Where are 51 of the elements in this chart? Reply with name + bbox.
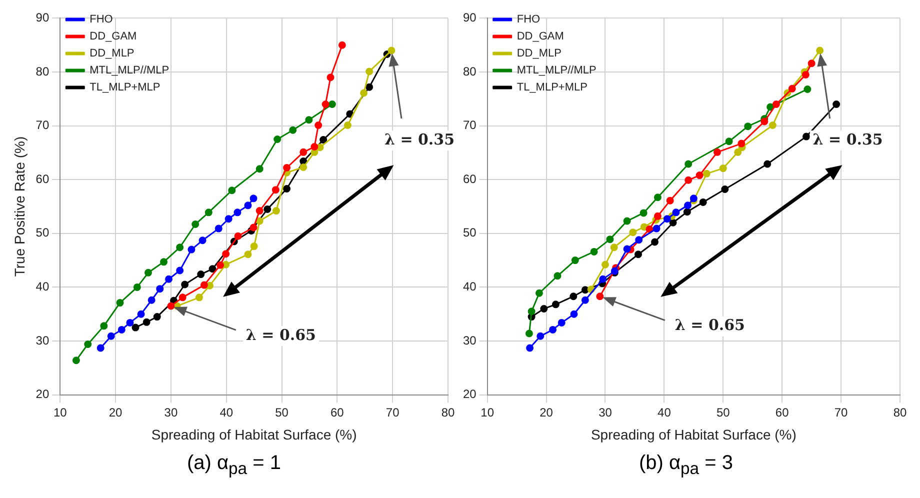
y-tick-label: 90 bbox=[36, 10, 50, 25]
x-tick-label: 80 bbox=[893, 405, 907, 420]
annotation: λ = 0.35 bbox=[812, 130, 883, 148]
legend-label: MTL_MLP//MLP bbox=[516, 64, 596, 77]
annotation: λ = 0.35 bbox=[384, 130, 455, 148]
y-tick-label: 90 bbox=[462, 10, 477, 25]
y-tick-label: 70 bbox=[462, 118, 477, 132]
x-tick-label: 30 bbox=[164, 405, 178, 420]
x-tick-label: 10 bbox=[480, 405, 494, 420]
legend-label: DD_GAM bbox=[90, 30, 137, 43]
x-axis-title: Spreading of Habitat Surface (%) bbox=[590, 426, 796, 442]
text: (a) α$_{pa}$ = 1 bbox=[186, 452, 282, 479]
x-tick-label: 20 bbox=[540, 405, 554, 420]
y-tick-label: 40 bbox=[36, 280, 50, 294]
legend-label: TL_MLP+MLP bbox=[90, 82, 160, 94]
y-tick-label: 40 bbox=[462, 280, 477, 294]
text: (b) α$_{pa}$ = 3 bbox=[638, 452, 734, 479]
legend-label: TL_MLP+MLP bbox=[516, 82, 588, 94]
y-tick-label: 20 bbox=[462, 387, 477, 402]
legend-label: FHO bbox=[516, 14, 541, 26]
y-tick-label: 30 bbox=[462, 333, 477, 348]
x-tick-label: 50 bbox=[716, 405, 730, 420]
x-tick-label: 40 bbox=[658, 405, 672, 420]
x-tick-label: 20 bbox=[108, 405, 123, 420]
x-tick-label: 50 bbox=[275, 405, 289, 420]
legend-label: DD_MLP bbox=[516, 48, 562, 60]
y-tick-label: 30 bbox=[36, 333, 50, 348]
annotation: λ = 0.65 bbox=[674, 316, 745, 334]
x-tick-label: 80 bbox=[441, 405, 455, 420]
y-tick-label: 50 bbox=[462, 226, 477, 240]
y-tick-label: 50 bbox=[36, 226, 50, 240]
y-axis-title: True Positive Rate (%) bbox=[11, 136, 28, 277]
y-tick-label: 80 bbox=[36, 64, 50, 78]
x-tick-label: 10 bbox=[53, 405, 68, 420]
x-tick-label: 40 bbox=[220, 405, 234, 420]
x-tick-label: 70 bbox=[834, 405, 848, 420]
x-tick-label: 30 bbox=[598, 405, 612, 420]
legend-label: DD_MLP bbox=[90, 48, 134, 60]
legend-label: FHO bbox=[90, 14, 114, 26]
x-axis-title: Spreading of Habitat Surface (%) bbox=[151, 426, 357, 442]
legend-label: DD_GAM bbox=[516, 30, 564, 43]
y-tick-label: 20 bbox=[36, 387, 50, 402]
y-tick-label: 60 bbox=[462, 172, 477, 186]
annotation: λ = 0.65 bbox=[246, 326, 316, 344]
y-tick-label: 80 bbox=[462, 64, 477, 78]
x-tick-label: 70 bbox=[386, 405, 400, 420]
x-tick-label: 60 bbox=[330, 405, 344, 420]
legend-label: MTL_MLP//MLP bbox=[90, 64, 170, 77]
y-tick-label: 70 bbox=[36, 118, 50, 132]
y-tick-label: 60 bbox=[36, 172, 50, 186]
x-tick-label: 60 bbox=[775, 405, 790, 420]
